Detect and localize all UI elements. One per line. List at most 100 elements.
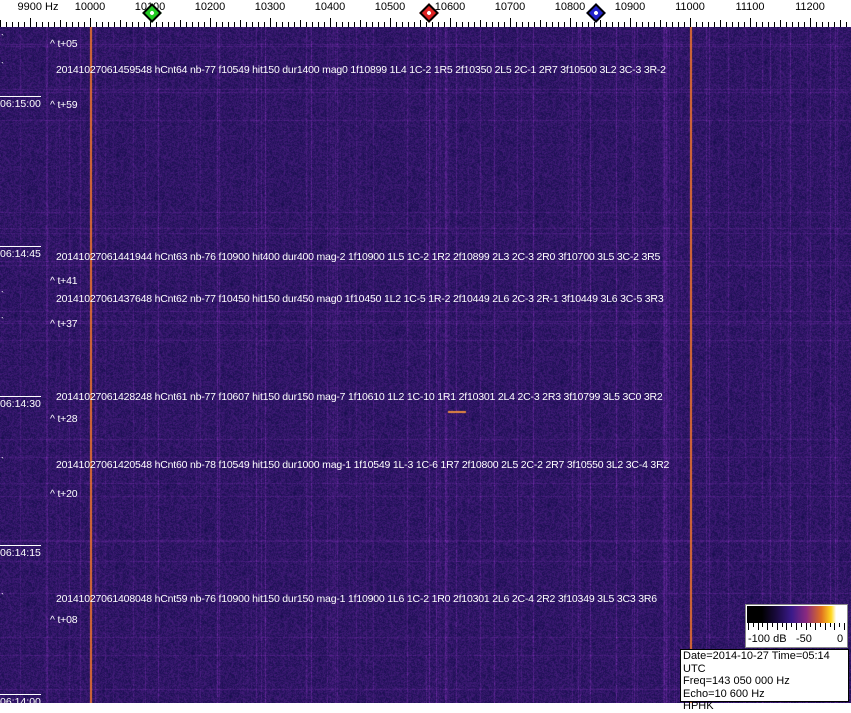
colorbar-tick — [815, 623, 817, 630]
date-time-text: Date=2014-10-27 Time=05:14 UTC — [683, 650, 830, 675]
axis-tick — [66, 22, 67, 27]
axis-tick — [630, 18, 631, 27]
axis-tick — [654, 22, 655, 27]
axis-tick — [348, 22, 349, 27]
axis-tick — [384, 22, 385, 27]
axis-tick — [804, 22, 805, 27]
axis-tick — [612, 22, 613, 27]
axis-tick — [468, 22, 469, 27]
colorbar-tick — [820, 623, 821, 627]
freq-label-11100: 11100 — [735, 1, 765, 13]
freq-label-10200: 10200 — [194, 1, 226, 13]
axis-tick — [576, 22, 577, 27]
axis-tick — [78, 22, 79, 27]
axis-tick — [42, 22, 43, 27]
axis-tick — [510, 18, 511, 27]
colorbar-tick — [767, 623, 769, 630]
axis-tick — [258, 22, 259, 27]
axis-tick — [324, 22, 325, 27]
axis-tick — [690, 18, 691, 27]
axis-tick — [96, 22, 97, 27]
freq-label-10600: 10600 — [434, 1, 466, 13]
colorbar-tick — [752, 623, 754, 627]
axis-tick — [768, 22, 769, 27]
axis-tick — [330, 18, 331, 27]
axis-tick — [684, 22, 685, 27]
axis-tick — [444, 22, 445, 27]
info-box: Date=2014-10-27 Time=05:14 UTC Freq=143 … — [680, 649, 849, 712]
colorbar-tick — [757, 623, 759, 630]
colorbar-tick — [839, 623, 841, 627]
blue-marker-icon[interactable] — [586, 3, 606, 23]
axis-tick — [408, 22, 409, 27]
axis-tick — [540, 20, 541, 27]
axis-tick — [198, 22, 199, 27]
axis-tick — [726, 22, 727, 27]
axis-tick — [390, 18, 391, 27]
axis-tick — [666, 22, 667, 27]
axis-tick — [534, 22, 535, 27]
axis-tick — [624, 22, 625, 27]
axis-tick — [108, 22, 109, 27]
axis-tick — [216, 22, 217, 27]
axis-tick — [480, 20, 481, 27]
axis-tick — [336, 22, 337, 27]
axis-tick — [264, 22, 265, 27]
axis-tick — [12, 22, 13, 27]
axis-tick — [246, 22, 247, 27]
time-label: 06:14:00 — [0, 694, 41, 708]
axis-tick — [762, 22, 763, 27]
axis-tick — [456, 22, 457, 27]
axis-tick — [234, 22, 235, 27]
axis-tick — [210, 18, 211, 27]
colorbar-tick — [748, 623, 749, 630]
axis-tick — [558, 22, 559, 27]
axis-tick — [276, 22, 277, 27]
frequency-axis[interactable]: 9900 Hz 10000 10100 10200 10300 10400 10… — [0, 0, 851, 27]
freq-text: Freq=143 050 000 Hz — [683, 675, 790, 687]
axis-tick — [318, 22, 319, 27]
freq-label-11000: 11000 — [675, 1, 705, 13]
axis-tick — [786, 22, 787, 27]
waterfall-spectrogram[interactable] — [0, 27, 851, 703]
axis-tick — [738, 22, 739, 27]
axis-tick — [144, 22, 145, 27]
axis-tick — [546, 22, 547, 27]
freq-label-10700: 10700 — [494, 1, 526, 13]
axis-tick — [168, 22, 169, 27]
axis-tick — [750, 18, 751, 27]
colorbar-label-max: 0 — [837, 633, 844, 645]
axis-tick — [774, 22, 775, 27]
freq-label-10000: 10000 — [74, 1, 106, 13]
t-label: ^ t+20 — [50, 488, 78, 500]
axis-tick — [504, 22, 505, 27]
axis-tick — [18, 22, 19, 27]
colorbar-gradient — [747, 606, 846, 623]
axis-tick — [90, 18, 91, 27]
axis-tick — [474, 22, 475, 27]
axis-tick — [708, 22, 709, 27]
axis-tick — [516, 22, 517, 27]
axis-tick — [744, 22, 745, 27]
callsign-text: HPHK — [683, 700, 714, 712]
time-label: 06:14:30 — [0, 396, 41, 410]
axis-tick — [606, 22, 607, 27]
axis-tick — [714, 22, 715, 27]
colorbar-tick — [796, 623, 797, 630]
t-label: ^ t+28 — [50, 413, 78, 425]
axis-tick — [72, 22, 73, 27]
colorbar-tick — [791, 623, 793, 627]
record-line: 20141027061437648 hCnt62 nb-77 f10450 hi… — [56, 293, 664, 305]
axis-tick — [798, 22, 799, 27]
t-label: ^ t+37 — [50, 318, 78, 330]
axis-tick — [816, 22, 817, 27]
t-label: ^ t+05 — [50, 38, 78, 50]
axis-tick — [756, 22, 757, 27]
axis-tick — [354, 22, 355, 27]
t-label: ^ t+41 — [50, 275, 78, 287]
echo-text: Echo=10 600 Hz — [683, 687, 765, 700]
axis-tick — [186, 22, 187, 27]
freq-label-10800: 10800 — [554, 1, 586, 13]
axis-tick — [672, 22, 673, 27]
axis-tick — [828, 22, 829, 27]
